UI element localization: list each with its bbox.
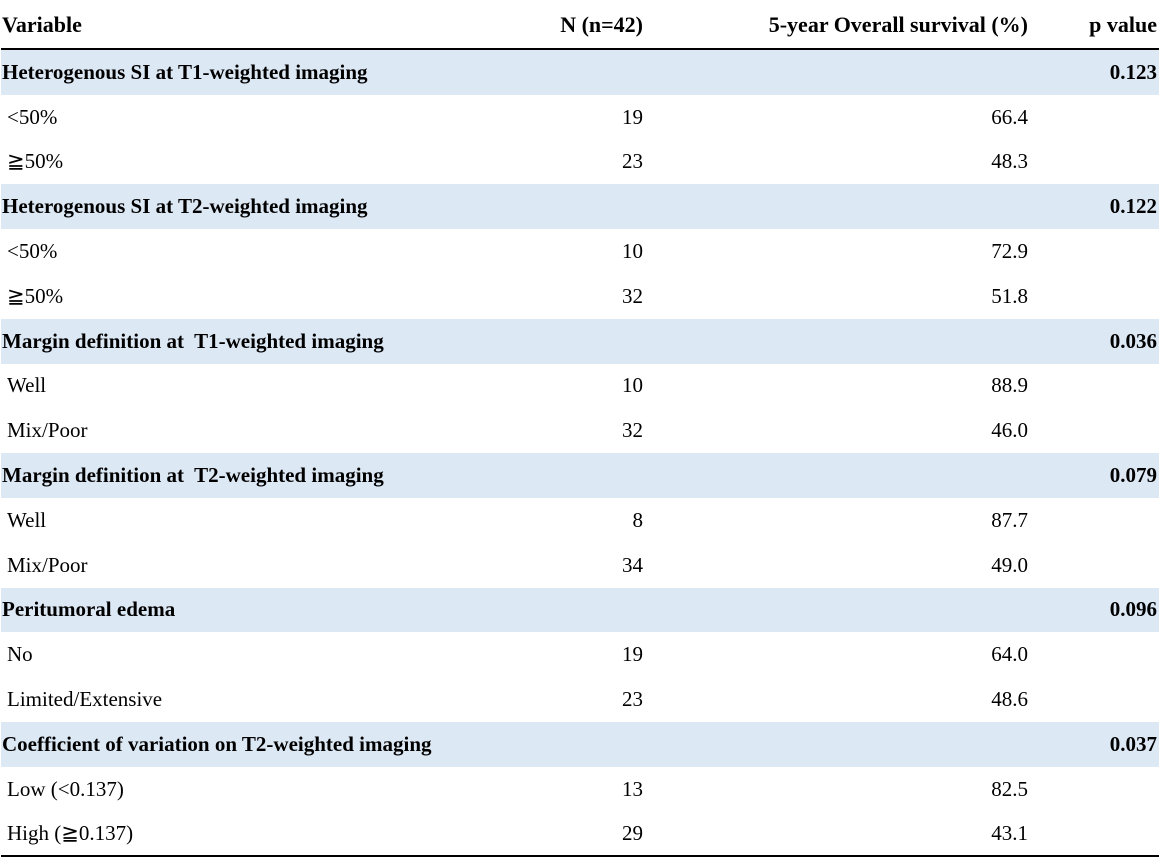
row-label: Mix/Poor	[7, 418, 88, 443]
table-row: Mix/Poor 32 46.0	[1, 408, 1159, 453]
row-os: 49.0	[991, 552, 1028, 577]
row-n: 32	[622, 283, 643, 308]
table-row: Low (<0.137) 13 82.5	[1, 767, 1159, 812]
row-label: No	[7, 642, 33, 667]
row-os: 43.1	[991, 821, 1028, 846]
table-row: Well 10 88.9	[1, 364, 1159, 409]
group-label: Coefficient of variation on T2-weighted …	[2, 731, 432, 756]
group-row: Heterogenous SI at T1-weighted imaging 0…	[1, 50, 1159, 95]
group-label: Heterogenous SI at T2-weighted imaging	[2, 194, 368, 219]
group-label: Peritumoral edema	[2, 597, 176, 622]
group-row: Heterogenous SI at T2-weighted imaging 0…	[1, 184, 1159, 230]
row-label: Well	[7, 373, 47, 398]
table-row: <50% 10 72.9	[1, 229, 1159, 274]
row-label: Well	[7, 507, 47, 532]
table-header: Variable N (n=42) 5-year Overall surviva…	[1, 0, 1159, 50]
group-row: Peritumoral edema 0.096	[1, 587, 1159, 633]
row-label: Mix/Poor	[7, 552, 88, 577]
row-n: 10	[622, 239, 643, 264]
table-row: Mix/Poor 34 49.0	[1, 543, 1159, 588]
group-p-value: 0.079	[1109, 463, 1157, 488]
group-p-value: 0.123	[1109, 59, 1157, 84]
table-row: ≧50% 32 51.8	[1, 274, 1159, 319]
row-os: 46.0	[991, 418, 1028, 443]
group-row: Margin definition at T2-weighted imaging…	[1, 453, 1159, 498]
group-label: Margin definition at T1-weighted imaging	[2, 328, 384, 353]
group-row: Coefficient of variation on T2-weighted …	[1, 721, 1159, 767]
header-p-value: p value	[1089, 12, 1157, 37]
group-p-value: 0.096	[1109, 597, 1157, 622]
row-label: Low (<0.137)	[7, 776, 124, 801]
group-p-value: 0.122	[1109, 194, 1157, 219]
table-row: ≧50% 23 48.3	[1, 140, 1159, 185]
row-os: 48.3	[991, 149, 1028, 174]
row-os: 82.5	[991, 776, 1028, 801]
row-label: Limited/Extensive	[7, 687, 163, 712]
row-label: <50%	[7, 104, 58, 129]
table-row: High (≧0.137) 29 43.1	[1, 812, 1159, 857]
row-label: ≧50%	[7, 283, 64, 308]
row-n: 10	[622, 373, 643, 398]
table-row: Limited/Extensive 23 48.6	[1, 677, 1159, 722]
table-row: No 19 64.0	[1, 632, 1159, 677]
row-n: 19	[622, 642, 643, 667]
row-os: 48.6	[991, 687, 1028, 712]
row-label: <50%	[7, 239, 58, 264]
header-n: N (n=42)	[560, 12, 643, 37]
row-n: 19	[622, 104, 643, 129]
row-os: 87.7	[991, 507, 1028, 532]
table-row: <50% 19 66.4	[1, 95, 1159, 140]
row-n: 32	[622, 418, 643, 443]
row-label: ≧50%	[7, 149, 64, 174]
row-n: 29	[622, 821, 643, 846]
row-os: 88.9	[991, 373, 1028, 398]
row-os: 66.4	[991, 104, 1028, 129]
group-p-value: 0.036	[1109, 328, 1157, 353]
row-n: 23	[622, 687, 643, 712]
row-n: 13	[622, 776, 643, 801]
header-variable: Variable	[2, 12, 82, 37]
group-p-value: 0.037	[1109, 731, 1157, 756]
row-os: 64.0	[991, 642, 1028, 667]
row-label: High (≧0.137)	[7, 821, 134, 846]
group-row: Margin definition at T1-weighted imaging…	[1, 318, 1159, 364]
row-os: 51.8	[991, 283, 1028, 308]
row-os: 72.9	[991, 239, 1028, 264]
row-n: 8	[632, 507, 644, 532]
bottom-rule	[1, 855, 1159, 857]
header-os: 5-year Overall survival (%)	[768, 12, 1028, 37]
table-row: Well 8 87.7	[1, 498, 1159, 543]
group-label: Heterogenous SI at T1-weighted imaging	[2, 59, 368, 84]
row-n: 34	[622, 552, 643, 577]
row-n: 23	[622, 149, 643, 174]
group-label: Margin definition at T2-weighted imaging	[2, 463, 384, 488]
